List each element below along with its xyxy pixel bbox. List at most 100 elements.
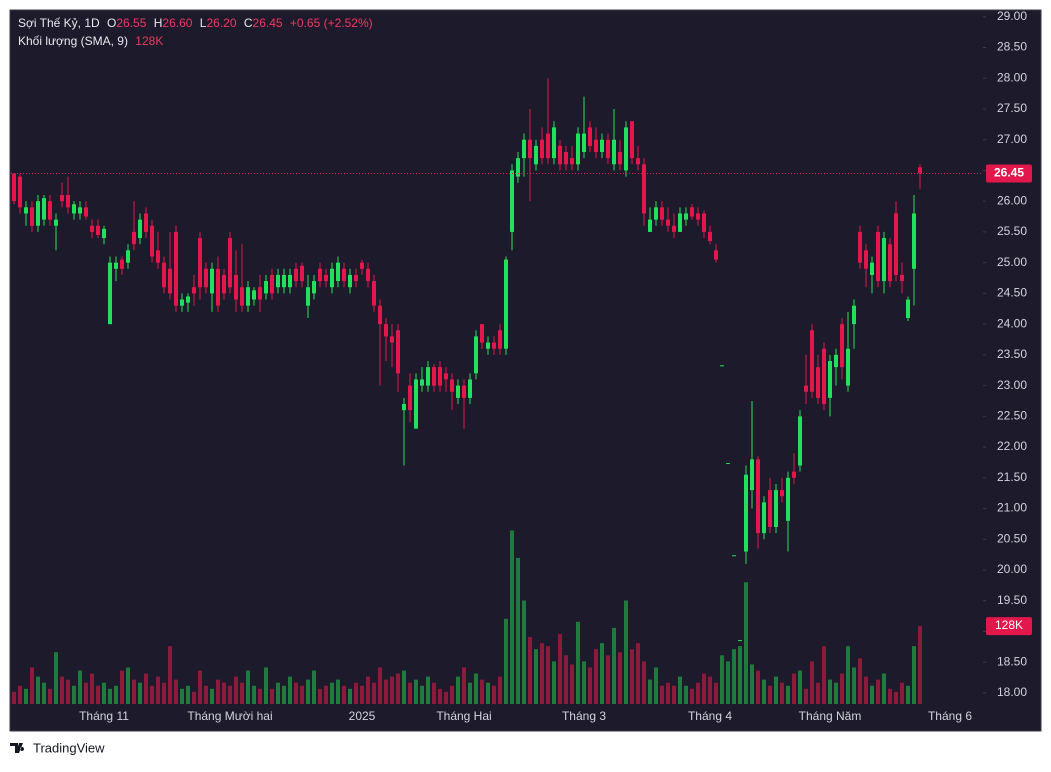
- volume-bar: [726, 661, 730, 704]
- volume-bar: [126, 667, 130, 704]
- candle-body: [678, 213, 682, 232]
- candle-body: [402, 404, 406, 411]
- volume-bar: [528, 637, 532, 704]
- x-tick-label: 2025: [349, 709, 376, 723]
- candle-body: [162, 262, 166, 288]
- volume-bar: [804, 688, 808, 704]
- axis-layer: 18.0018.5019.0019.5020.0020.5021.0021.50…: [11, 9, 1032, 723]
- candle-body: [270, 274, 274, 294]
- volume-bar: [330, 682, 334, 704]
- candle-body: [204, 268, 208, 288]
- volume-bar: [630, 649, 634, 704]
- volume-bar: [312, 670, 316, 704]
- candle-body: [114, 262, 118, 269]
- volume-bar: [12, 691, 16, 704]
- candle-body: [690, 207, 694, 217]
- volume-bar: [900, 682, 904, 704]
- candle-body: [684, 213, 688, 220]
- volume-bar: [390, 676, 394, 704]
- volume-bar: [318, 688, 322, 704]
- candle-body: [516, 158, 520, 177]
- candle-body: [90, 225, 94, 232]
- volume-bar: [858, 658, 862, 704]
- candle-body: [906, 299, 910, 318]
- volume-bar: [108, 688, 112, 704]
- candle-body: [378, 305, 382, 325]
- volume-bar: [264, 667, 268, 704]
- candle-body: [156, 250, 160, 263]
- volume-bar: [456, 676, 460, 704]
- candle-body: [12, 173, 16, 202]
- candle-body: [708, 231, 712, 242]
- volume-bar: [546, 646, 550, 704]
- candle-body: [126, 250, 130, 263]
- volume-bar: [468, 682, 472, 704]
- candle-body: [546, 133, 550, 159]
- volume-bar: [882, 673, 886, 704]
- candle-body: [324, 274, 328, 282]
- volume-title: Khối lượng (SMA, 9): [18, 34, 128, 48]
- candle-body: [426, 367, 430, 386]
- candle-body: [30, 207, 34, 226]
- volume-bar: [156, 676, 160, 704]
- volume-bar: [696, 682, 700, 704]
- candle-body: [354, 274, 358, 282]
- volume-bar: [612, 627, 616, 704]
- legend-close: 26.45: [253, 16, 283, 30]
- candle-body: [744, 474, 748, 552]
- volume-bar: [402, 670, 406, 704]
- volume-bar: [642, 661, 646, 704]
- legend-change: +0.65 (+2.52%): [290, 16, 373, 30]
- candle-body: [294, 268, 298, 282]
- volume-bar: [714, 682, 718, 704]
- volume-bar: [174, 679, 178, 704]
- y-tick-label: 25.00: [997, 255, 1027, 269]
- y-tick-label: 22.00: [997, 439, 1027, 453]
- volume-bar: [618, 652, 622, 704]
- volume-bar: [372, 682, 376, 704]
- candle-body: [456, 385, 460, 398]
- candle-body: [342, 268, 346, 282]
- y-tick-label: 20.00: [997, 562, 1027, 576]
- volume-layer: [12, 530, 922, 704]
- y-tick-label: 21.00: [997, 501, 1027, 515]
- volume-bar: [822, 646, 826, 704]
- candle-body: [210, 268, 214, 294]
- candle-body: [756, 459, 760, 534]
- volume-bar: [918, 626, 922, 704]
- candle-body: [498, 330, 502, 349]
- volume-bar: [120, 670, 124, 704]
- volume-bar: [678, 676, 682, 704]
- candle-body: [594, 139, 598, 152]
- volume-bar: [480, 679, 484, 704]
- volume-bar: [864, 676, 868, 704]
- volume-bar: [252, 685, 256, 704]
- volume-bar: [894, 691, 898, 704]
- candle-body: [24, 207, 28, 214]
- candle-body: [492, 342, 496, 349]
- candle-body: [408, 385, 412, 411]
- volume-bar: [114, 685, 118, 704]
- volume-bar: [462, 667, 466, 704]
- x-tick-label: Tháng 6: [928, 709, 972, 723]
- volume-bar: [744, 582, 748, 704]
- volume-bar: [534, 649, 538, 704]
- candle-body: [582, 133, 586, 152]
- candle-body: [666, 219, 670, 226]
- volume-bar: [234, 676, 238, 704]
- candle-body: [216, 268, 220, 306]
- x-tick-label: Tháng Mười hai: [187, 709, 272, 723]
- candle-body: [168, 268, 172, 294]
- volume-bar: [378, 667, 382, 704]
- x-tick-label: Tháng Năm: [799, 709, 862, 723]
- candle-body: [336, 262, 340, 282]
- volume-bar: [282, 685, 286, 704]
- last-price-label: 26.45: [994, 166, 1024, 180]
- volume-bar: [552, 661, 556, 704]
- volume-bar: [684, 685, 688, 704]
- volume-bar: [912, 646, 916, 704]
- candle-body: [102, 228, 106, 239]
- y-tick-label: 28.00: [997, 70, 1027, 84]
